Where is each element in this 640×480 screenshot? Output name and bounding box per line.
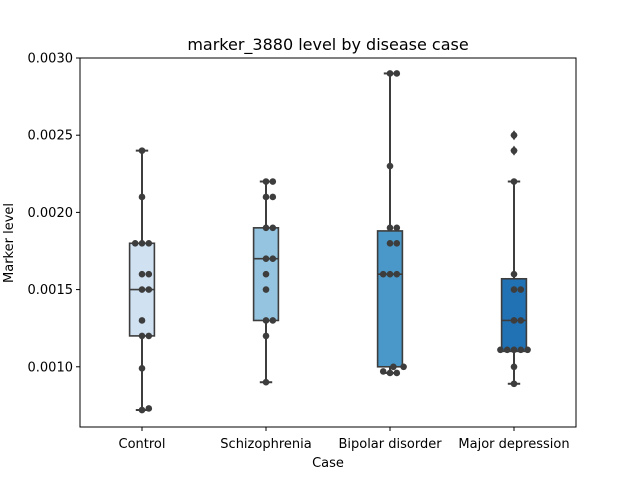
data-point bbox=[262, 286, 270, 293]
data-point bbox=[138, 270, 146, 278]
box-2 bbox=[376, 72, 404, 374]
y-tick-label: 0.0010 bbox=[28, 360, 74, 375]
data-point bbox=[386, 239, 394, 247]
data-point bbox=[145, 239, 153, 247]
data-point bbox=[145, 405, 153, 412]
data-point bbox=[145, 286, 153, 293]
data-point bbox=[138, 317, 146, 324]
data-point bbox=[138, 239, 146, 247]
data-point bbox=[386, 224, 394, 232]
swarm-3 bbox=[497, 131, 531, 388]
data-point bbox=[393, 239, 401, 247]
data-point bbox=[262, 255, 270, 263]
data-point bbox=[262, 270, 270, 278]
y-tick-label: 0.0020 bbox=[28, 206, 74, 221]
data-point bbox=[262, 193, 270, 201]
x-tick-label: Bipolar disorder bbox=[338, 437, 442, 452]
data-point bbox=[386, 162, 394, 170]
data-point bbox=[517, 286, 525, 293]
data-point bbox=[503, 346, 511, 354]
data-point bbox=[510, 380, 518, 388]
y-tick-label: 0.0030 bbox=[28, 52, 74, 67]
data-point bbox=[497, 346, 504, 354]
data-point bbox=[390, 363, 397, 371]
swarm-0 bbox=[131, 147, 153, 414]
chart-title: marker_3880 level by disease case bbox=[187, 35, 468, 55]
y-tick-label: 0.0025 bbox=[28, 129, 74, 144]
data-point bbox=[138, 332, 146, 340]
x-tick-label: Major depression bbox=[458, 437, 569, 452]
data-point bbox=[386, 270, 394, 278]
data-point bbox=[269, 224, 277, 232]
data-point bbox=[510, 363, 518, 371]
data-point bbox=[379, 270, 387, 278]
data-point bbox=[269, 317, 277, 324]
data-point bbox=[400, 363, 407, 371]
swarm-1 bbox=[262, 178, 277, 386]
data-point bbox=[138, 406, 146, 414]
data-point bbox=[138, 286, 146, 293]
data-point bbox=[393, 70, 401, 77]
data-point bbox=[517, 317, 525, 324]
data-point bbox=[269, 193, 277, 201]
data-point bbox=[379, 368, 387, 375]
x-tick-label: Schizophrenia bbox=[220, 437, 311, 452]
y-tick-label: 0.0015 bbox=[28, 283, 74, 298]
data-point bbox=[138, 193, 146, 201]
data-point bbox=[138, 147, 146, 154]
data-point bbox=[524, 346, 531, 354]
data-point bbox=[510, 346, 518, 354]
data-point bbox=[131, 239, 139, 247]
data-point bbox=[269, 255, 277, 263]
axes: 0.0010 0.0015 0.0020 0.0025 0.0030 Control Sch… bbox=[28, 52, 570, 453]
data-point bbox=[262, 378, 270, 386]
x-axis-label: Case bbox=[312, 456, 344, 471]
data-point bbox=[510, 147, 518, 154]
data-point bbox=[262, 332, 270, 340]
plot-area bbox=[128, 70, 531, 414]
data-point bbox=[510, 286, 518, 293]
box-body bbox=[376, 230, 404, 368]
data-point bbox=[393, 224, 401, 232]
data-point bbox=[510, 178, 518, 185]
data-point bbox=[145, 332, 153, 340]
data-point bbox=[269, 178, 277, 185]
data-point bbox=[386, 369, 394, 377]
data-point bbox=[510, 131, 518, 139]
data-point bbox=[386, 70, 394, 77]
data-point bbox=[138, 365, 146, 372]
data-point bbox=[262, 317, 270, 324]
y-axis-label: Marker level bbox=[2, 203, 17, 283]
data-point bbox=[510, 317, 518, 324]
data-point bbox=[517, 346, 525, 354]
x-tick-label: Control bbox=[119, 437, 166, 452]
data-point bbox=[262, 178, 270, 185]
swarm-2 bbox=[379, 70, 407, 377]
data-point bbox=[393, 270, 401, 278]
box-3 bbox=[500, 130, 528, 385]
data-point bbox=[262, 224, 270, 232]
box-1 bbox=[252, 180, 280, 384]
data-point bbox=[393, 369, 401, 377]
plot-frame bbox=[79, 57, 577, 428]
data-point bbox=[145, 270, 153, 278]
data-point bbox=[510, 270, 518, 278]
